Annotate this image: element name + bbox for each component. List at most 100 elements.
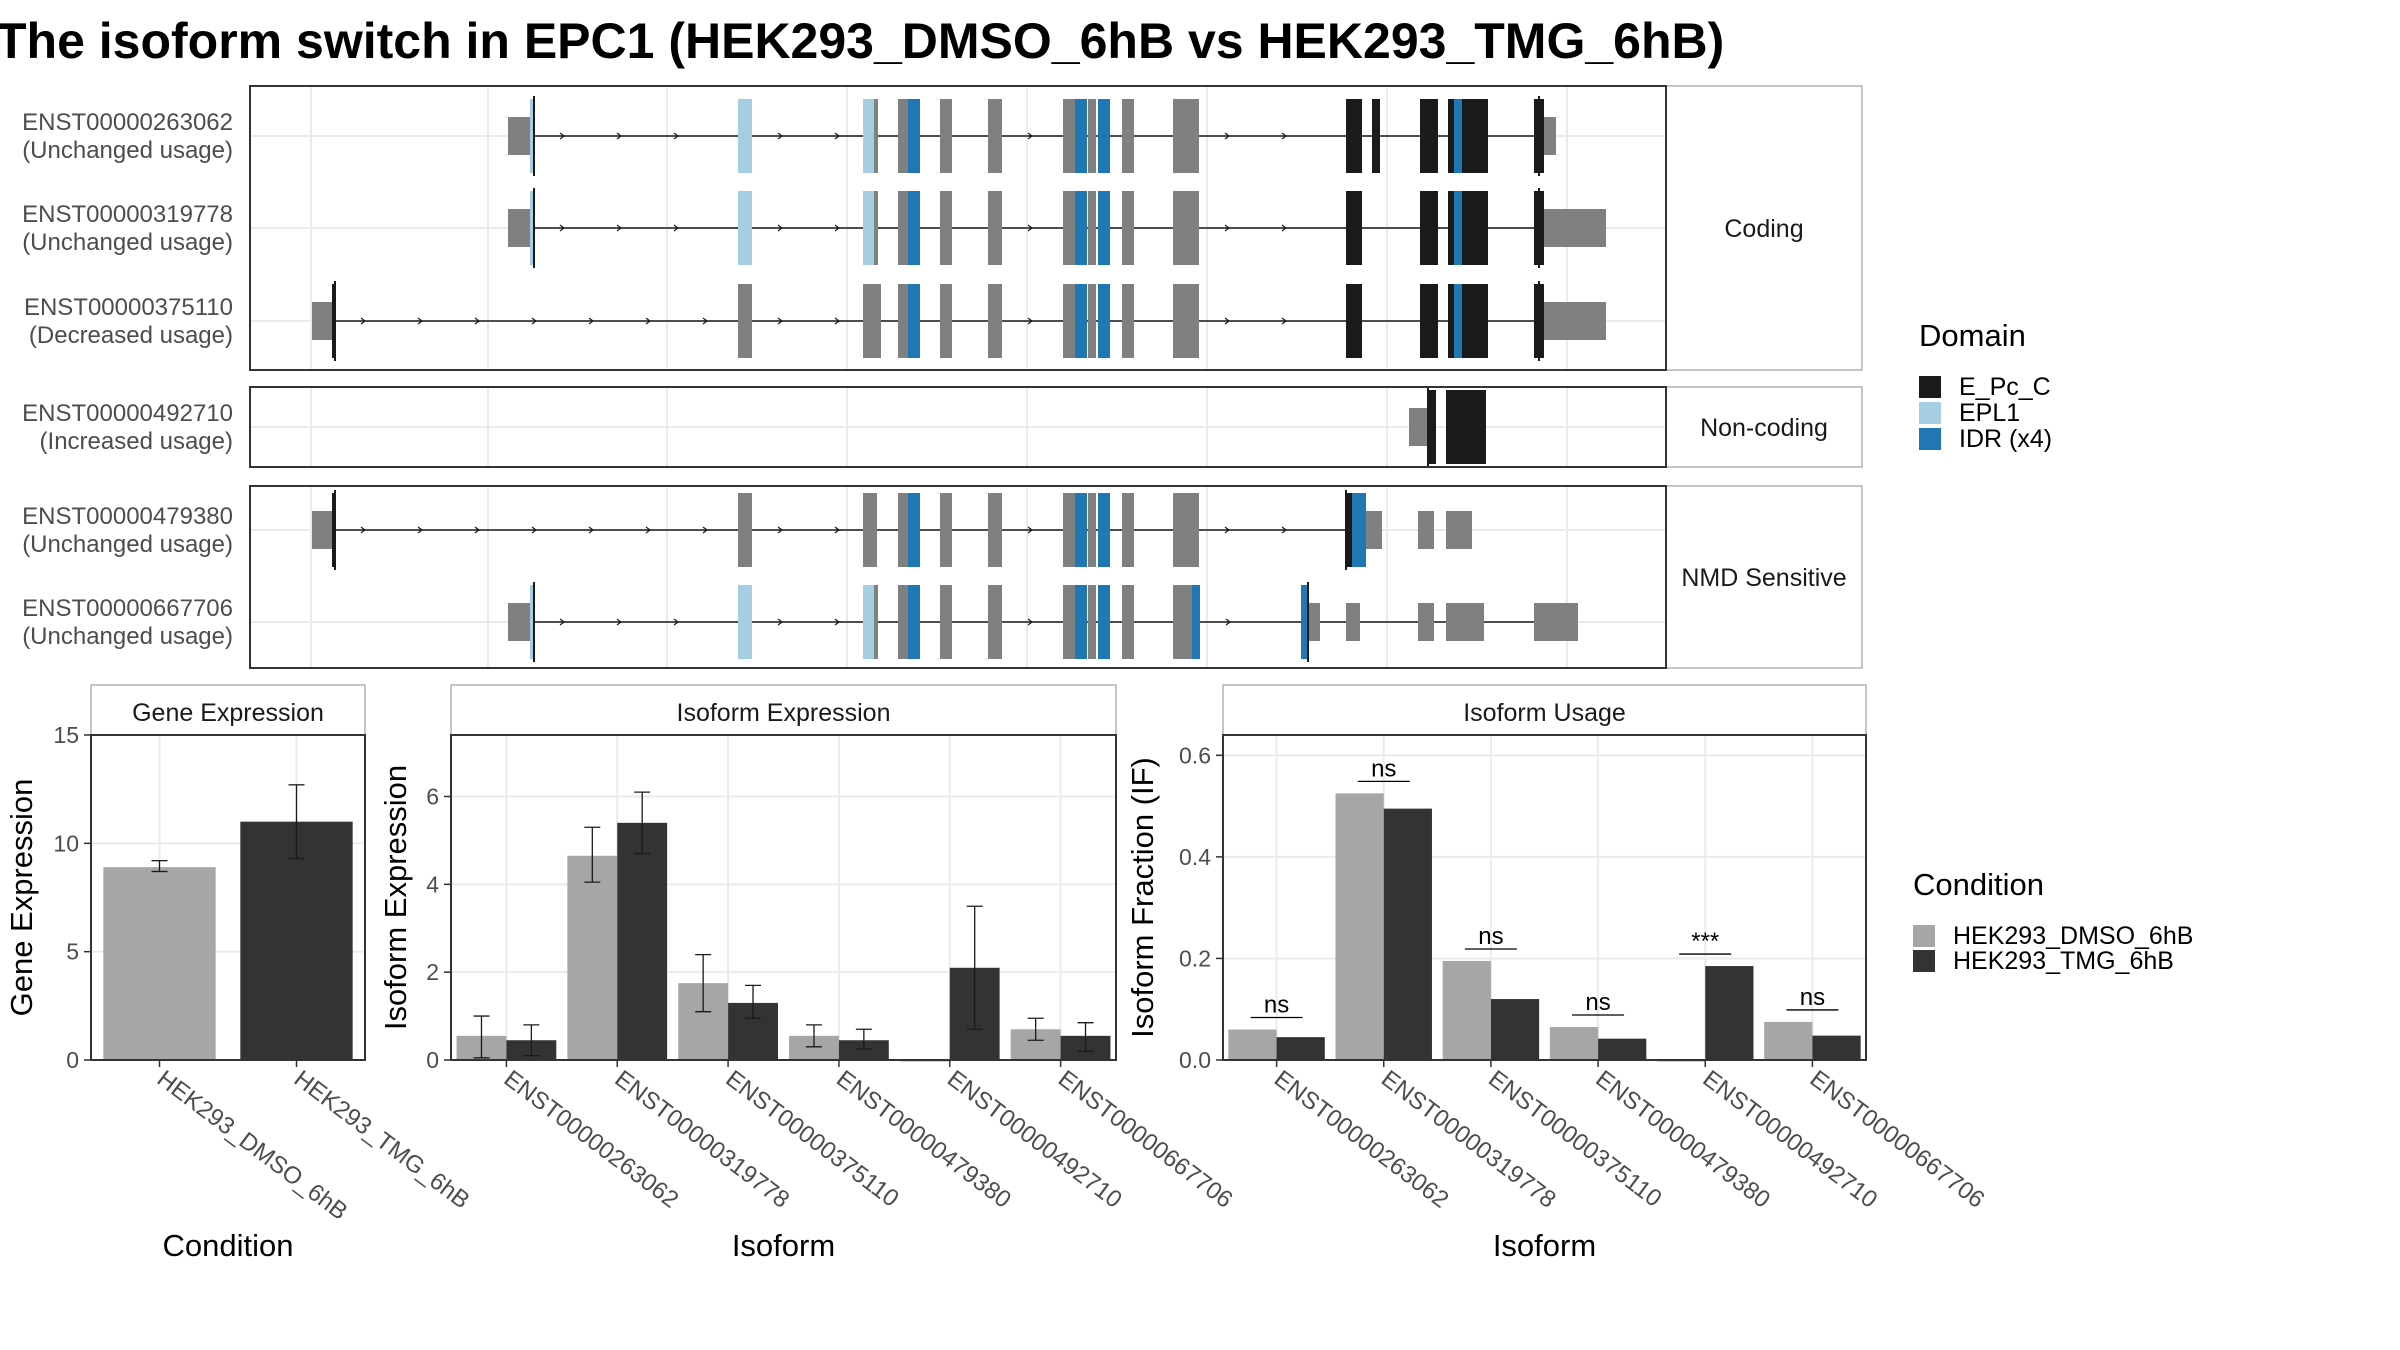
transcript-id-label: ENST00000263062 — [22, 109, 233, 136]
domain-idr — [1098, 99, 1110, 173]
exon — [1173, 585, 1193, 659]
exon — [1446, 603, 1484, 641]
legend-item-label: E_Pc_C — [1959, 373, 2051, 401]
domain-idr — [1192, 585, 1200, 659]
intron-direction-arrow — [673, 618, 679, 626]
legend-item-label: HEK293_TMG_6hB — [1953, 947, 2174, 975]
exon — [1534, 603, 1578, 641]
intron-direction-arrow — [474, 526, 480, 534]
y-tick-label: 0.0 — [1179, 1047, 1211, 1073]
intron-direction-arrow — [531, 317, 537, 325]
exon — [1418, 511, 1434, 549]
facet-strip-label: Non-coding — [1700, 414, 1828, 442]
plot-background — [451, 735, 1116, 1060]
intron-direction-arrow — [777, 526, 783, 534]
domain-idr — [1098, 284, 1110, 358]
bar-tmg — [240, 821, 353, 1060]
intron-direction-arrow — [417, 317, 423, 325]
transcript-usage-label: (Decreased usage) — [29, 322, 233, 349]
legend-item-label: HEK293_DMSO_6hB — [1953, 922, 2193, 950]
x-tick-label: ENST00000492710 — [1698, 1065, 1883, 1213]
intron-direction-arrow — [616, 618, 622, 626]
exon — [988, 284, 1002, 358]
domain-idr — [1075, 585, 1087, 659]
domain-e-pc-c — [1448, 99, 1454, 173]
domain-epl1 — [863, 585, 877, 659]
domain-e-pc-c — [1346, 284, 1362, 358]
transcript-row: ENST00000479380(Unchanged usage) — [22, 490, 1472, 570]
intron-direction-arrow — [1281, 317, 1287, 325]
exon — [1088, 284, 1096, 358]
intron-direction-arrow — [673, 132, 679, 140]
domain-epl1 — [530, 191, 534, 265]
y-tick-label: 0 — [66, 1047, 79, 1073]
y-tick-label: 0.2 — [1179, 945, 1211, 971]
exon — [898, 191, 908, 265]
intron-direction-arrow — [1224, 526, 1230, 534]
structure-panel-border — [249, 485, 1667, 669]
exon — [874, 585, 878, 659]
domain-idr — [1075, 191, 1087, 265]
exon — [1122, 585, 1134, 659]
bar-dmso — [1764, 1021, 1813, 1060]
domain-idr — [1454, 191, 1462, 265]
intron-direction-arrow — [834, 618, 840, 626]
exon — [738, 493, 752, 567]
intron-direction-arrow — [834, 317, 840, 325]
intron-direction-arrow — [559, 618, 565, 626]
exon — [508, 209, 532, 247]
domain-e-pc-c — [1446, 390, 1486, 464]
domain-e-pc-c — [1420, 284, 1438, 358]
domain-idr — [908, 284, 920, 358]
intron-direction-arrow — [702, 317, 708, 325]
figure-title: The isoform switch in EPC1 (HEK293_DMSO_… — [0, 13, 1724, 69]
intron-direction-arrow — [673, 224, 679, 232]
intron-direction-arrow — [834, 224, 840, 232]
domain-e-pc-c — [1462, 191, 1488, 265]
panel-title: Gene Expression — [132, 699, 324, 727]
transcript-id-label: ENST00000667706 — [22, 595, 233, 622]
domain-idr — [908, 493, 920, 567]
legend-title: Domain — [1919, 318, 2026, 353]
transcript-row: ENST00000667706(Unchanged usage) — [22, 582, 1578, 662]
intron-direction-arrow — [1224, 224, 1230, 232]
transcript-id-label: ENST00000375110 — [24, 294, 233, 321]
panel-title: Isoform Usage — [1463, 699, 1626, 727]
domain-e-pc-c — [1346, 191, 1362, 265]
exon — [940, 493, 952, 567]
x-tick-label: ENST00000319778 — [1376, 1065, 1561, 1213]
facet-strip — [1665, 485, 1863, 669]
exon — [1063, 99, 1075, 173]
x-axis-title: Condition — [163, 1228, 294, 1263]
domain-e-pc-c — [1346, 99, 1362, 173]
x-tick-label: ENST00000375110 — [1483, 1065, 1666, 1212]
significance-label: ns — [1478, 923, 1503, 950]
intron-direction-arrow — [474, 317, 480, 325]
bar-charts: Gene Expression051015HEK293_DMSO_6hBHEK2… — [4, 684, 1989, 1263]
domain-epl1 — [738, 191, 752, 265]
bar-dmso — [1549, 1026, 1599, 1060]
intron-direction-arrow — [531, 526, 537, 534]
significance-label: ns — [1585, 989, 1610, 1016]
domain-e-pc-c — [332, 493, 335, 567]
structure-panel-border — [249, 386, 1667, 468]
transcript-row: ENST00000263062(Unchanged usage) — [22, 96, 1556, 176]
domain-epl1 — [738, 99, 752, 173]
y-tick-label: 0 — [426, 1047, 439, 1073]
bar-dmso — [567, 855, 618, 1060]
panel-title-strip — [90, 684, 366, 736]
transcript-row: ENST00000375110(Decreased usage) — [24, 281, 1606, 361]
domain-e-pc-c — [1428, 390, 1436, 464]
exon — [508, 117, 532, 155]
exon — [1122, 284, 1134, 358]
domain-idr — [908, 585, 920, 659]
intron-direction-arrow — [360, 526, 366, 534]
domain-idr — [908, 99, 920, 173]
transcript-usage-label: (Unchanged usage) — [22, 229, 233, 256]
domain-idr — [1098, 585, 1110, 659]
exon — [874, 191, 878, 265]
x-axis-title: Isoform — [1493, 1228, 1596, 1263]
